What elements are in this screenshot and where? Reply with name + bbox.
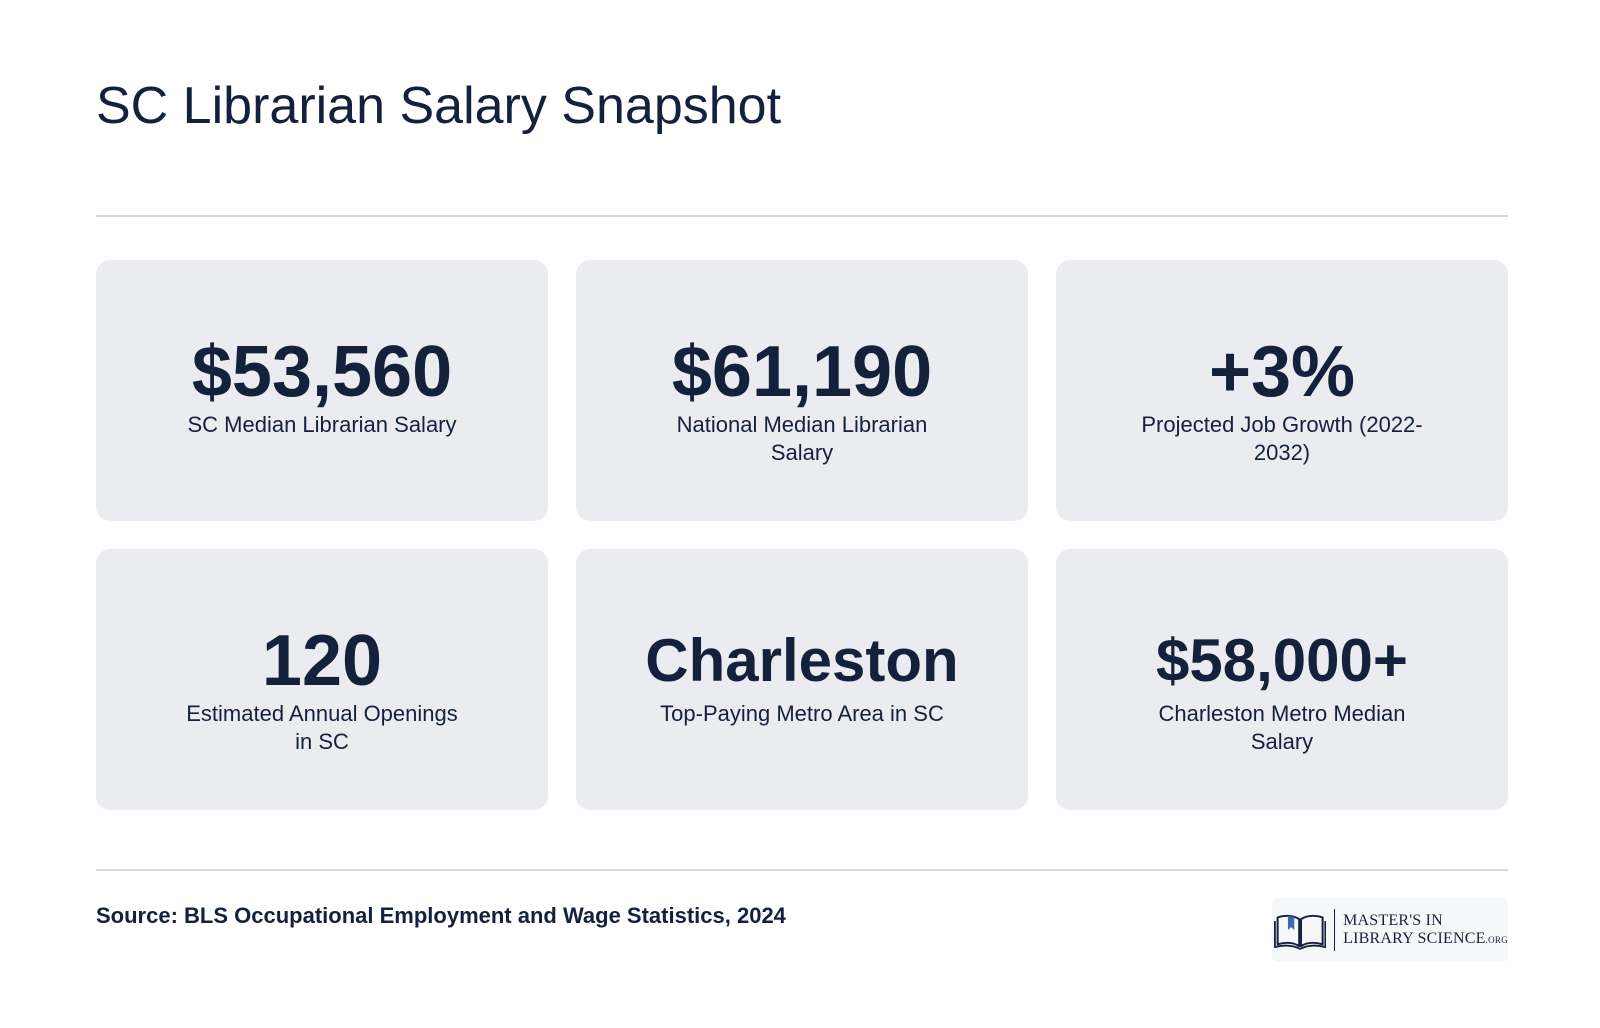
stat-label: Top-Paying Metro Area in SC <box>660 701 944 726</box>
stat-label: National Median Librarian Salary <box>676 412 928 465</box>
stat-card-annual-openings: 120 Estimated Annual Openings in SC <box>96 549 548 810</box>
stat-value: $61,190 <box>671 332 933 412</box>
bottom-divider <box>96 869 1508 871</box>
stat-card-sc-median-salary: $53,560 SC Median Librarian Salary <box>96 260 548 521</box>
stat-value: $58,000+ <box>1156 627 1408 694</box>
stat-label: SC Median Librarian Salary <box>187 412 457 437</box>
logo-separator <box>1334 909 1336 951</box>
logo-suffix: .ORG <box>1485 934 1508 945</box>
stat-value: Charleston <box>645 627 959 694</box>
logo-line-2-wrap: LIBRARY SCIENCE.ORG <box>1343 930 1508 949</box>
logo-line-1: MASTER'S IN <box>1343 911 1443 929</box>
stat-card-top-paying-metro: Charleston Top-Paying Metro Area in SC <box>576 549 1028 810</box>
stat-card-grid: $53,560 SC Median Librarian Salary $61,1… <box>96 260 1508 810</box>
stat-label: Projected Job Growth (2022-2032) <box>1141 412 1423 465</box>
stat-label: Charleston Metro Median Salary <box>1158 701 1406 754</box>
stat-value: $53,560 <box>191 332 453 412</box>
top-divider <box>96 215 1508 217</box>
source-note: Source: BLS Occupational Employment and … <box>96 903 786 928</box>
stat-value: 120 <box>261 621 383 701</box>
logo-wordmark: MASTER'S IN LIBRARY SCIENCE.ORG <box>1343 912 1508 949</box>
stat-label: Estimated Annual Openings in SC <box>186 701 458 754</box>
stat-value: +3% <box>1208 332 1356 412</box>
stat-card-projected-job-growth: +3% Projected Job Growth (2022-2032) <box>1056 260 1508 521</box>
page-title: SC Librarian Salary Snapshot <box>96 77 782 135</box>
stat-card-charleston-median-salary: $58,000+ Charleston Metro Median Salary <box>1056 549 1508 810</box>
site-logo: MASTER'S IN LIBRARY SCIENCE.ORG <box>1272 898 1508 962</box>
open-book-icon <box>1274 914 1327 950</box>
stat-card-national-median-salary: $61,190 National Median Librarian Salary <box>576 260 1028 521</box>
logo-line-2: LIBRARY SCIENCE <box>1343 929 1486 947</box>
